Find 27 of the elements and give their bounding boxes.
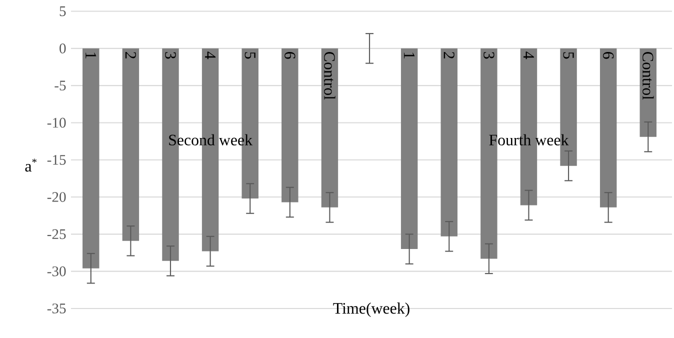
x-axis-title: Time(week) xyxy=(333,302,410,317)
x-tick-label: 1 xyxy=(404,52,415,58)
y-tick-label: -35 xyxy=(47,303,66,314)
y-tick-label: -10 xyxy=(47,118,66,128)
x-tick-label: 3 xyxy=(165,52,176,59)
x-tick-label: Control xyxy=(642,52,654,100)
annotation: Fourth week xyxy=(489,134,569,146)
y-tick-label: 5 xyxy=(60,6,66,16)
annotation: Second week xyxy=(169,134,253,146)
x-tick-label: 6 xyxy=(602,52,614,59)
x-tick-label: 3 xyxy=(484,52,494,59)
x-tick-label: 2 xyxy=(125,52,136,58)
y-tick-label: -25 xyxy=(47,229,66,239)
x-tick-label: 5 xyxy=(244,52,256,59)
y-tick-label: -5 xyxy=(54,80,66,90)
y-tick-label: -20 xyxy=(47,192,66,202)
x-tick-label: Control xyxy=(324,52,336,100)
y-axis-title: a$^{*}$ xyxy=(25,158,37,172)
x-tick-label: 6 xyxy=(284,52,296,59)
y-tick-label: 0 xyxy=(60,43,66,54)
x-tick-label: 5 xyxy=(563,52,574,59)
x-tick-label: 4 xyxy=(205,52,216,59)
x-tick-label: 1 xyxy=(86,52,96,58)
y-tick-label: -15 xyxy=(47,154,66,165)
x-tick-label: 2 xyxy=(444,52,454,58)
y-tick-label: -30 xyxy=(47,266,66,276)
x-tick-label: 4 xyxy=(523,52,534,59)
